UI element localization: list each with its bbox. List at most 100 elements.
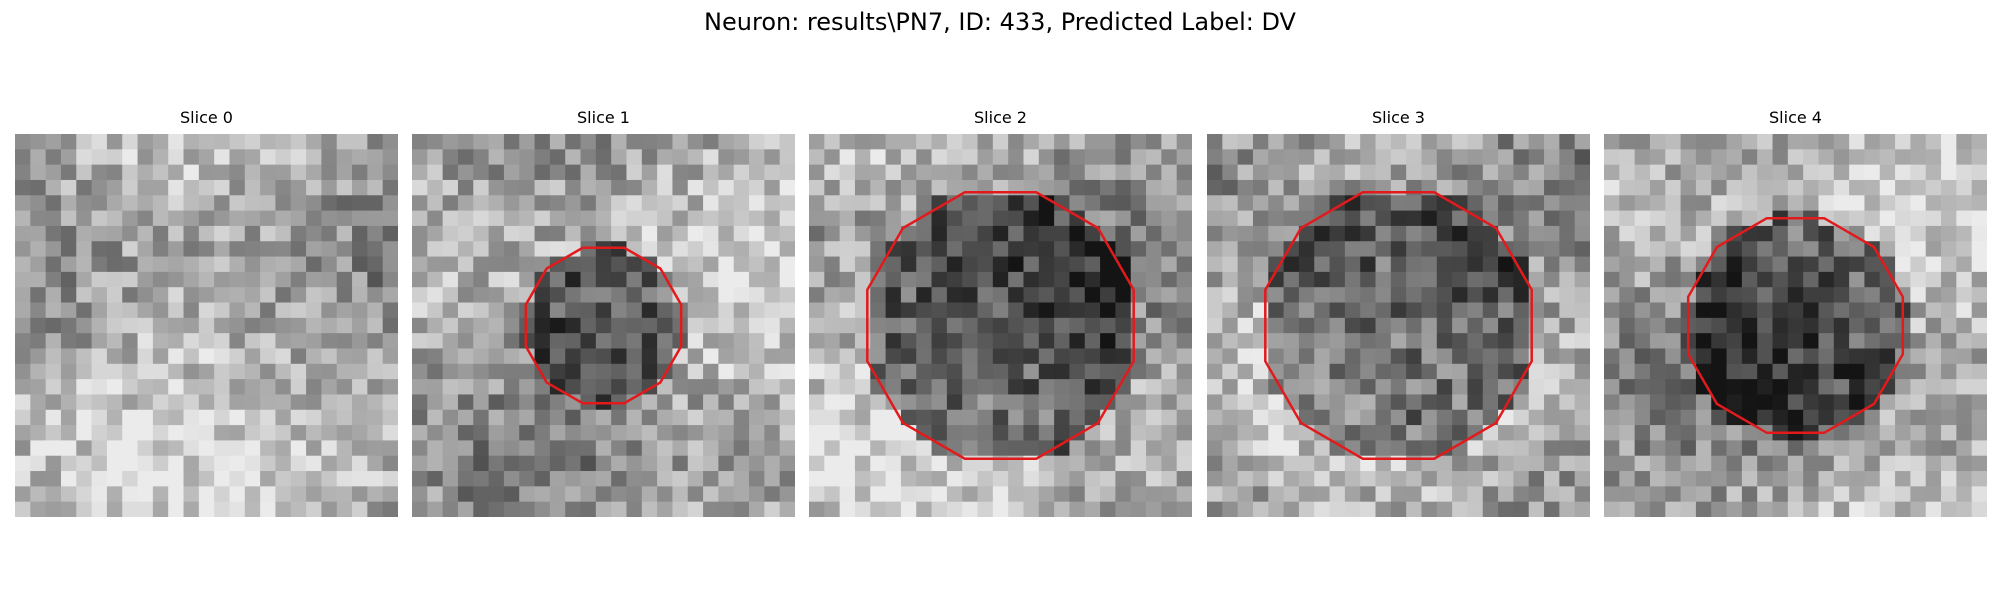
image-pixel [1680, 394, 1697, 411]
image-pixel [1130, 455, 1147, 472]
image-pixel [931, 379, 948, 395]
image-pixel [1054, 134, 1070, 150]
image-pixel [549, 149, 566, 166]
image-pixel [1665, 471, 1682, 487]
image-pixel [106, 241, 123, 258]
image-pixel [473, 348, 490, 365]
image-pixel [321, 164, 338, 181]
image-pixel [45, 134, 62, 150]
image-pixel [1283, 302, 1300, 319]
image-pixel [442, 256, 459, 273]
image-pixel [1803, 164, 1819, 181]
image-pixel [1482, 379, 1499, 395]
image-pixel [1971, 195, 1987, 212]
image-pixel [1237, 348, 1254, 365]
image-pixel [931, 179, 948, 196]
image-pixel [1390, 333, 1407, 349]
image-pixel [427, 363, 444, 380]
image-pixel [749, 179, 765, 196]
image-pixel [1069, 409, 1086, 426]
image-pixel [1619, 440, 1636, 457]
image-pixel [152, 287, 169, 304]
image-pixel [1329, 210, 1346, 227]
image-pixel [687, 394, 704, 411]
image-pixel [1741, 317, 1758, 334]
image-pixel [229, 287, 246, 304]
image-pixel [1559, 379, 1576, 395]
image-pixel [1849, 164, 1865, 181]
image-pixel [718, 164, 735, 181]
image-pixel [1971, 501, 1987, 517]
image-pixel [580, 455, 597, 472]
slice-title: Slice 4 [1769, 108, 1822, 127]
image-pixel [565, 363, 582, 380]
image-pixel [152, 409, 169, 426]
image-pixel [1176, 195, 1192, 212]
image-pixel [626, 149, 643, 166]
image-pixel [1574, 164, 1590, 181]
image-pixel [749, 471, 765, 487]
image-pixel [1726, 149, 1743, 166]
image-pixel [1711, 287, 1728, 304]
image-pixel [321, 271, 338, 288]
image-pixel [1207, 379, 1223, 395]
image-pixel [1864, 471, 1881, 487]
image-pixel [442, 348, 459, 365]
image-pixel [870, 501, 887, 517]
image-pixel [1084, 179, 1101, 196]
image-pixel [1115, 471, 1132, 487]
image-pixel [306, 164, 322, 181]
image-pixel [1222, 455, 1239, 472]
image-pixel [260, 471, 276, 487]
image-pixel [214, 333, 230, 349]
image-pixel [1833, 210, 1850, 227]
image-pixel [1298, 179, 1315, 196]
image-pixel [703, 195, 719, 212]
image-pixel [977, 241, 994, 258]
image-pixel [718, 486, 735, 503]
image-pixel [306, 333, 322, 349]
image-pixel [962, 379, 979, 395]
image-pixel [703, 256, 719, 273]
image-pixel [1406, 379, 1422, 395]
image-pixel [1726, 348, 1743, 365]
image-pixel [1344, 501, 1361, 517]
image-pixel [1084, 333, 1101, 349]
image-pixel [1772, 348, 1789, 365]
image-pixel [152, 333, 169, 349]
image-pixel [1772, 271, 1789, 288]
image-pixel [183, 501, 200, 517]
image-pixel [1421, 302, 1438, 319]
image-pixel [657, 287, 673, 304]
image-pixel [503, 333, 520, 349]
image-pixel [1941, 149, 1957, 166]
image-pixel [687, 471, 704, 487]
image-pixel [703, 394, 719, 411]
image-pixel [352, 287, 368, 304]
image-pixel [1314, 379, 1331, 395]
image-pixel [1574, 471, 1590, 487]
image-pixel [336, 195, 353, 212]
image-pixel [1482, 333, 1499, 349]
image-pixel [839, 379, 856, 395]
image-pixel [1726, 241, 1743, 258]
image-pixel [931, 317, 948, 334]
image-pixel [1161, 333, 1178, 349]
image-pixel [1069, 256, 1086, 273]
image-pixel [703, 409, 719, 426]
image-pixel [260, 486, 276, 503]
image-pixel [1283, 471, 1300, 487]
image-pixel [76, 134, 93, 150]
image-pixel [1069, 287, 1086, 304]
image-pixel [1864, 195, 1881, 212]
image-pixel [703, 287, 719, 304]
image-pixel [457, 471, 474, 487]
image-pixel [1467, 394, 1484, 411]
image-pixel [1467, 348, 1484, 365]
image-pixel [1268, 179, 1285, 196]
image-pixel [839, 333, 856, 349]
image-pixel [1604, 134, 1620, 150]
image-pixel [1619, 256, 1636, 273]
image-pixel [854, 164, 871, 181]
image-pixel [718, 379, 735, 395]
